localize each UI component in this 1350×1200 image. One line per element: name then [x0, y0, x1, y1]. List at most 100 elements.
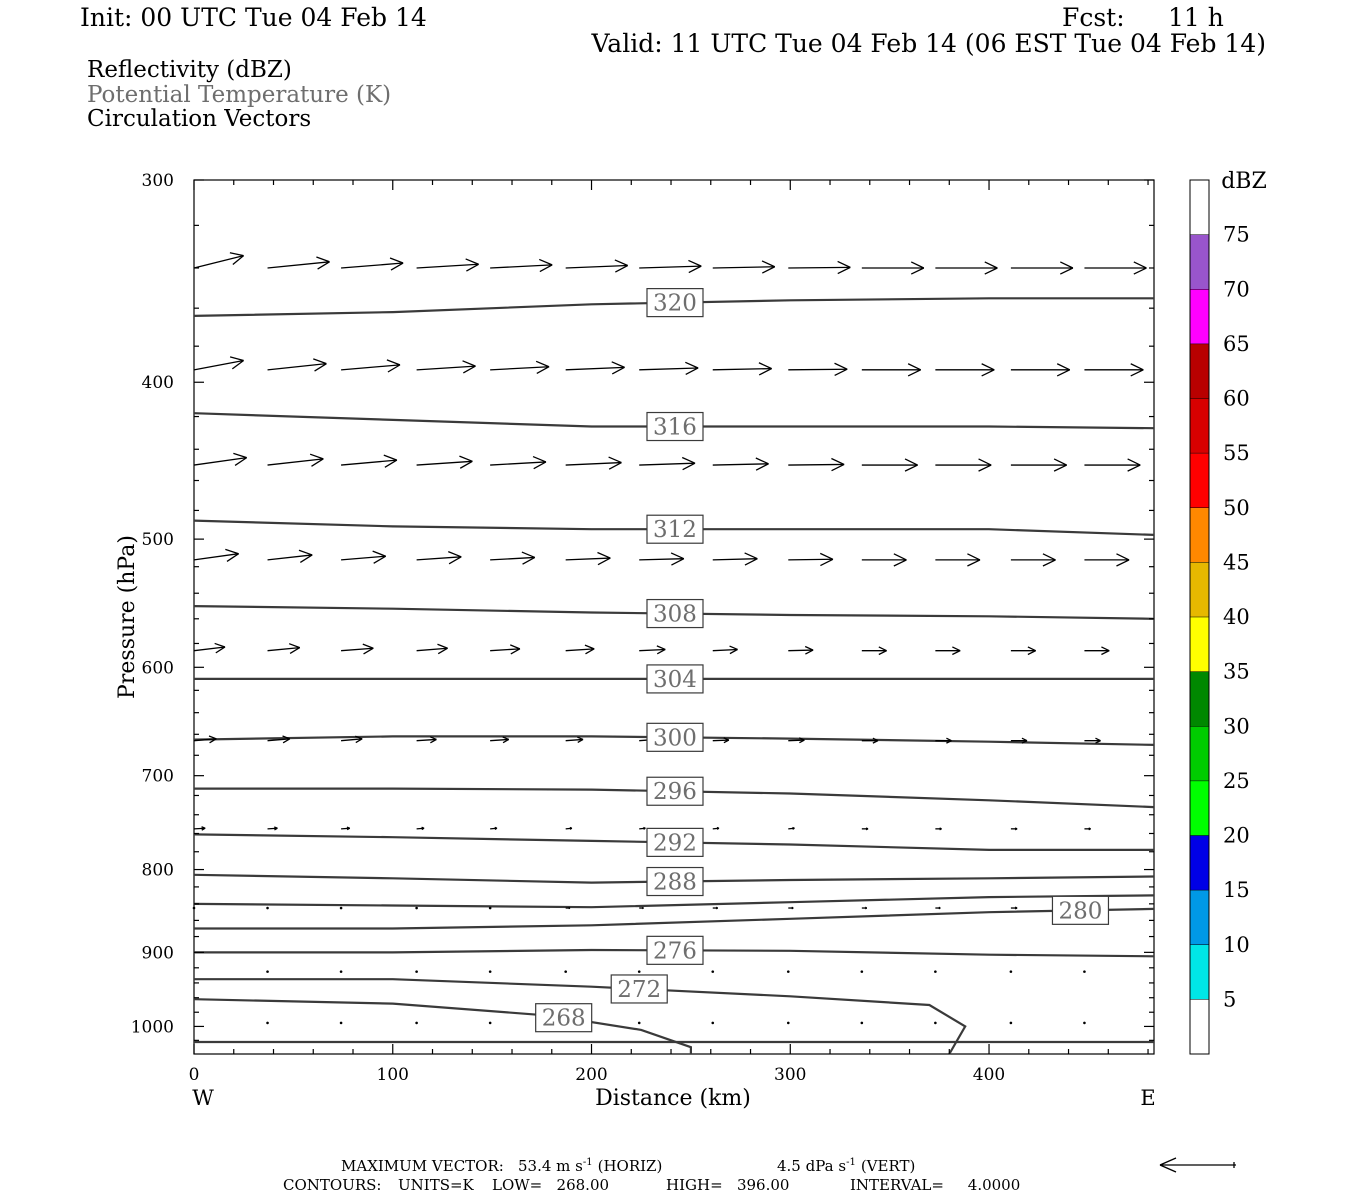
vector-head: [685, 367, 699, 376]
vector-head: [893, 559, 907, 567]
vector-shaft: [788, 266, 851, 269]
vector-head: [723, 737, 730, 741]
contour-label-308: 308: [653, 602, 697, 628]
circulation-vector: [639, 361, 699, 376]
vector-head: [233, 452, 247, 459]
contours-interval: INTERVAL= 4.0000: [850, 1176, 1020, 1194]
vector-head: [465, 258, 479, 265]
vector-shaft: [639, 265, 702, 269]
colorbar-segment: [1190, 289, 1209, 344]
circulation-vector: [267, 549, 313, 563]
vector-head: [533, 461, 547, 470]
vector-head: [1027, 646, 1036, 652]
init-time: Init: 00 UTC Tue 04 Feb 14: [80, 3, 427, 32]
vector-head: [521, 551, 536, 559]
vector-head: [670, 552, 685, 560]
colorbar-level-label: 10: [1223, 933, 1250, 957]
vector-head: [608, 462, 622, 470]
vector-head: [1056, 369, 1071, 377]
y-tick-label: 500: [142, 530, 174, 550]
vector-shaft: [267, 827, 278, 830]
vector-shaft: [341, 364, 401, 371]
colorbar-title: dBZ: [1221, 169, 1267, 194]
vector-shaft: [193, 827, 206, 830]
vector-shaft: [712, 463, 769, 466]
circulation-vector: [565, 361, 625, 375]
vector-head: [386, 359, 401, 366]
vector-dot: [339, 1021, 343, 1025]
contour-284: [193, 894, 1155, 909]
vector-dot: [488, 906, 492, 910]
vector-shaft: [712, 739, 729, 742]
circulation-vector: [267, 735, 291, 744]
vector-head: [834, 362, 848, 370]
vector-head: [314, 363, 327, 372]
vector-head: [569, 827, 573, 830]
vector-head: [1133, 261, 1147, 269]
circulation-vector: [193, 548, 240, 563]
vector-head: [502, 738, 510, 744]
vector-head: [522, 556, 536, 565]
vector-head: [383, 454, 398, 461]
circulation-vector: [861, 737, 879, 744]
circulation-vector: [341, 359, 401, 373]
vector-head: [462, 365, 476, 374]
vector-shaft: [490, 648, 520, 652]
colorbar-level-label: 50: [1223, 496, 1250, 520]
vector-dot: [488, 970, 492, 973]
vector-shaft: [267, 261, 330, 269]
circulation-vector: [861, 646, 887, 656]
vector-shaft: [416, 365, 476, 371]
vector-head: [608, 456, 622, 464]
circulation-vector: [193, 826, 206, 831]
vector-head: [716, 827, 720, 830]
vector-head: [865, 828, 869, 831]
vector-head: [1060, 261, 1074, 269]
field-reflectivity: Reflectivity (dBZ): [87, 57, 292, 83]
colorbar-segment: [1190, 234, 1209, 290]
vector-head: [539, 264, 553, 273]
vector-head: [761, 266, 776, 274]
vector-dot: [1083, 970, 1086, 973]
vector-head: [792, 827, 795, 830]
vector-head: [904, 464, 918, 472]
circulation-vector: [1084, 261, 1147, 275]
vector-shaft: [341, 459, 397, 466]
vector-shaft: [565, 264, 628, 269]
circulation-vector: [193, 452, 248, 466]
vector-dot: [415, 1021, 418, 1025]
circulation-vector: [861, 458, 918, 472]
max-vert-value: 4.5 dPa s-1 (VERT): [777, 1157, 915, 1175]
circulation-vector: [341, 257, 404, 271]
vector-head: [952, 650, 961, 656]
vector-shaft: [341, 262, 404, 269]
colorbar-segment: [1190, 726, 1209, 781]
vector-head: [1053, 464, 1067, 472]
contour-label-box: [646, 722, 704, 752]
vector-head: [390, 262, 404, 271]
x-tick-label: 200: [575, 1065, 607, 1085]
vector-head: [539, 258, 553, 266]
vector-shaft: [490, 366, 550, 371]
vector-shaft: [267, 554, 313, 561]
circulation-vector: [639, 645, 666, 655]
colorbar-level-label: 60: [1223, 387, 1250, 411]
vector-head: [1133, 267, 1147, 275]
vector-head: [577, 738, 584, 744]
vector-shaft: [639, 462, 696, 466]
colorbar-level-label: 20: [1223, 824, 1250, 848]
contour-label-box: [610, 974, 668, 1004]
vector-head: [744, 558, 758, 566]
contour-label-276: 276: [653, 938, 697, 964]
vector-shaft: [788, 558, 833, 561]
circulation-vector: [712, 906, 719, 910]
vector-head: [1095, 740, 1101, 744]
circulation-vector: [712, 552, 758, 566]
vector-shaft: [712, 367, 772, 371]
circulation-vector: [788, 645, 814, 655]
vector-head: [229, 252, 244, 257]
colorbar-segment: [1190, 562, 1209, 617]
y-tick-label: 700: [142, 767, 174, 787]
circulation-vector: [788, 826, 795, 830]
vector-head: [907, 369, 922, 377]
